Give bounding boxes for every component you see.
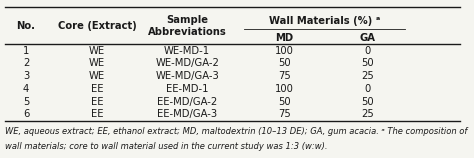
Text: WE, aqueous extract; EE, ethanol extract; MD, maltodextrin (10–13 DE); GA, gum a: WE, aqueous extract; EE, ethanol extract… bbox=[5, 128, 467, 136]
Text: Wall Materials (%) ᵃ: Wall Materials (%) ᵃ bbox=[269, 15, 380, 26]
Text: EE: EE bbox=[91, 109, 103, 119]
Text: MD: MD bbox=[275, 33, 293, 43]
Text: EE: EE bbox=[91, 97, 103, 107]
Text: EE: EE bbox=[91, 84, 103, 94]
Text: 25: 25 bbox=[361, 71, 374, 81]
Text: 50: 50 bbox=[361, 97, 374, 107]
Text: 2: 2 bbox=[23, 58, 29, 68]
Text: 50: 50 bbox=[361, 58, 374, 68]
Text: No.: No. bbox=[17, 21, 36, 31]
Text: WE-MD/GA-2: WE-MD/GA-2 bbox=[155, 58, 219, 68]
Text: GA: GA bbox=[359, 33, 375, 43]
Text: 0: 0 bbox=[364, 84, 371, 94]
Text: 75: 75 bbox=[278, 109, 291, 119]
Text: WE: WE bbox=[89, 71, 105, 81]
Text: 3: 3 bbox=[23, 71, 29, 81]
Text: wall materials; core to wall material used in the current study was 1:3 (w:w).: wall materials; core to wall material us… bbox=[5, 142, 327, 151]
Text: EE-MD/GA-2: EE-MD/GA-2 bbox=[157, 97, 218, 107]
Text: WE-MD/GA-3: WE-MD/GA-3 bbox=[155, 71, 219, 81]
Text: WE-MD-1: WE-MD-1 bbox=[164, 46, 210, 56]
Text: 5: 5 bbox=[23, 97, 29, 107]
Text: 100: 100 bbox=[275, 84, 294, 94]
Text: EE-MD/GA-3: EE-MD/GA-3 bbox=[157, 109, 217, 119]
Text: Core (Extract): Core (Extract) bbox=[58, 21, 137, 31]
Text: 25: 25 bbox=[361, 109, 374, 119]
Text: WE: WE bbox=[89, 58, 105, 68]
Text: 1: 1 bbox=[23, 46, 29, 56]
Text: EE-MD-1: EE-MD-1 bbox=[166, 84, 209, 94]
Text: 50: 50 bbox=[278, 58, 291, 68]
Text: 50: 50 bbox=[278, 97, 291, 107]
Text: 4: 4 bbox=[23, 84, 29, 94]
Text: WE: WE bbox=[89, 46, 105, 56]
Text: 0: 0 bbox=[364, 46, 371, 56]
Text: Sample
Abbreviations: Sample Abbreviations bbox=[148, 15, 227, 37]
Text: 75: 75 bbox=[278, 71, 291, 81]
Text: 100: 100 bbox=[275, 46, 294, 56]
Text: 6: 6 bbox=[23, 109, 29, 119]
